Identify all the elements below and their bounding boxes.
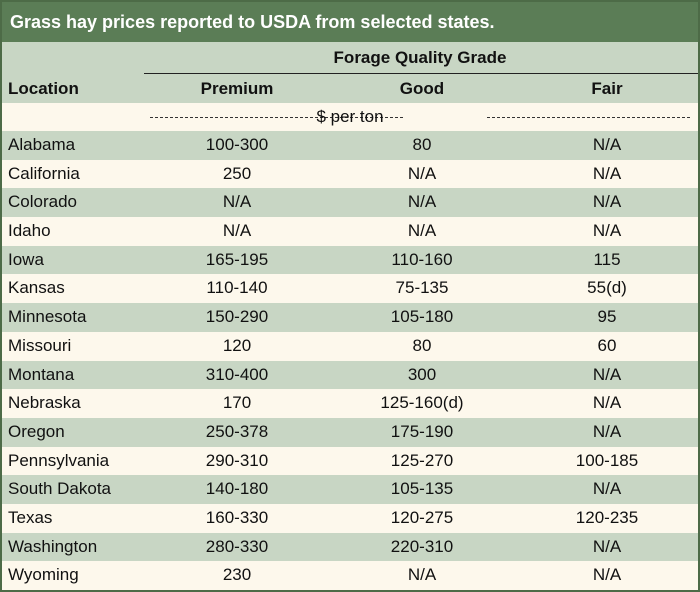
cell-good: N/A — [407, 163, 437, 183]
column-header-premium: Premium — [200, 79, 274, 98]
cell-premium: 160-330 — [205, 507, 269, 527]
cell-good: 120-275 — [390, 507, 454, 527]
cell-good: 125-160(d) — [380, 393, 464, 413]
cell-premium: 310-400 — [205, 364, 269, 384]
table-row: Idaho N/A N/A N/A — [2, 217, 698, 246]
cell-location: Colorado — [8, 192, 77, 212]
cell-location: South Dakota — [8, 479, 112, 499]
cell-fair: N/A — [592, 192, 622, 212]
cell-premium: N/A — [222, 192, 252, 212]
cell-fair: 55(d) — [587, 278, 627, 298]
cell-location: Oregon — [8, 421, 65, 441]
cell-good: 80 — [412, 335, 432, 355]
cell-location: Kansas — [8, 278, 65, 298]
cell-good: N/A — [407, 565, 437, 585]
table-title: Grass hay prices reported to USDA from s… — [2, 2, 698, 42]
cell-premium: 280-330 — [205, 536, 269, 556]
table-row: Wyoming 230 N/A N/A — [2, 561, 698, 590]
units-dash-left — [150, 117, 403, 118]
cell-premium: 170 — [222, 393, 252, 413]
cell-premium: 100-300 — [205, 135, 269, 154]
cell-good: 80 — [412, 135, 432, 154]
cell-fair: N/A — [592, 163, 622, 183]
cell-premium: 140-180 — [205, 479, 269, 499]
cell-premium: 120 — [222, 335, 252, 355]
cell-premium: 230 — [222, 565, 252, 585]
cell-good: 110-160 — [391, 249, 453, 269]
cell-good: N/A — [407, 221, 437, 241]
table-row: Minnesota 150-290 105-180 95 — [2, 303, 698, 332]
cell-location: Texas — [8, 507, 53, 527]
cell-fair: N/A — [592, 536, 622, 556]
table-row: Colorado N/A N/A N/A — [2, 188, 698, 218]
cell-location: Iowa — [8, 249, 44, 269]
column-header-good: Good — [399, 79, 445, 98]
table-row: Missouri 120 80 60 — [2, 331, 698, 361]
table-row: Pennsylvania 290-310 125-270 100-185 — [2, 446, 698, 476]
cell-location: Minnesota — [8, 307, 87, 327]
units-row: $ per ton — [2, 103, 698, 131]
table-row: Kansas 110-140 75-135 55(d) — [2, 274, 698, 304]
cell-fair: N/A — [592, 364, 622, 384]
group-header-forage-quality-grade: Forage Quality Grade — [333, 48, 507, 67]
cell-location: California — [8, 163, 80, 183]
cell-fair: N/A — [592, 421, 622, 441]
cell-fair: 95 — [597, 307, 617, 327]
cell-fair: N/A — [592, 221, 622, 241]
table-body: Alabama 100-300 80 N/A California 250 N/A N/A Co… — [2, 131, 698, 590]
column-header-location: Location — [8, 79, 79, 98]
table-row: Iowa 165-195 110-160 115 — [2, 245, 698, 275]
cell-premium: 150-290 — [205, 307, 269, 327]
cell-premium: 165-195 — [205, 249, 269, 269]
cell-fair: 100-185 — [575, 450, 639, 470]
cell-premium: 110-140 — [206, 278, 268, 298]
cell-good: 175-190 — [390, 421, 454, 441]
cell-location: Alabama — [8, 135, 76, 154]
table-row: Nebraska 170 125-160(d) N/A — [2, 389, 698, 418]
cell-location: Missouri — [8, 335, 72, 355]
cell-fair: 60 — [597, 335, 617, 355]
cell-good: 300 — [407, 364, 437, 384]
cell-fair: N/A — [592, 393, 622, 413]
cell-premium: 250 — [222, 163, 252, 183]
column-header-fair: Fair — [591, 79, 623, 98]
cell-good: 75-135 — [395, 278, 449, 298]
cell-location: Pennsylvania — [8, 450, 110, 470]
cell-good: N/A — [407, 192, 437, 212]
cell-good: 105-180 — [390, 307, 454, 327]
table-row: Montana 310-400 300 N/A — [2, 360, 698, 390]
cell-fair: 115 — [593, 249, 621, 269]
cell-location: Idaho — [8, 221, 51, 241]
units-label: $ per ton — [316, 107, 384, 126]
table-row: Washington 280-330 220-310 N/A — [2, 532, 698, 562]
table-header: Forage Quality Grade Location Premium Go… — [2, 42, 698, 103]
cell-fair: 120-235 — [575, 507, 639, 527]
cell-good: 105-135 — [390, 479, 454, 499]
cell-location: Montana — [8, 364, 75, 384]
table-row: California 250 N/A N/A — [2, 159, 698, 189]
cell-fair: N/A — [592, 565, 622, 585]
cell-good: 220-310 — [390, 536, 454, 556]
table-row: South Dakota 140-180 105-135 N/A — [2, 475, 698, 504]
cell-premium: 290-310 — [205, 450, 269, 470]
table-row: Texas 160-330 120-275 120-235 — [2, 503, 698, 533]
cell-premium: 250-378 — [205, 421, 269, 441]
table-row: Alabama 100-300 80 N/A — [2, 131, 698, 160]
cell-location: Washington — [8, 536, 98, 556]
cell-fair: N/A — [592, 479, 622, 499]
cell-premium: N/A — [222, 221, 252, 241]
group-header-rule — [144, 73, 698, 74]
units-dash-right — [487, 117, 690, 118]
cell-fair: N/A — [592, 135, 622, 154]
table-row: Oregon 250-378 175-190 N/A — [2, 417, 698, 447]
cell-good: 125-270 — [390, 450, 454, 470]
cell-location: Wyoming — [8, 565, 79, 585]
cell-location: Nebraska — [8, 393, 81, 413]
